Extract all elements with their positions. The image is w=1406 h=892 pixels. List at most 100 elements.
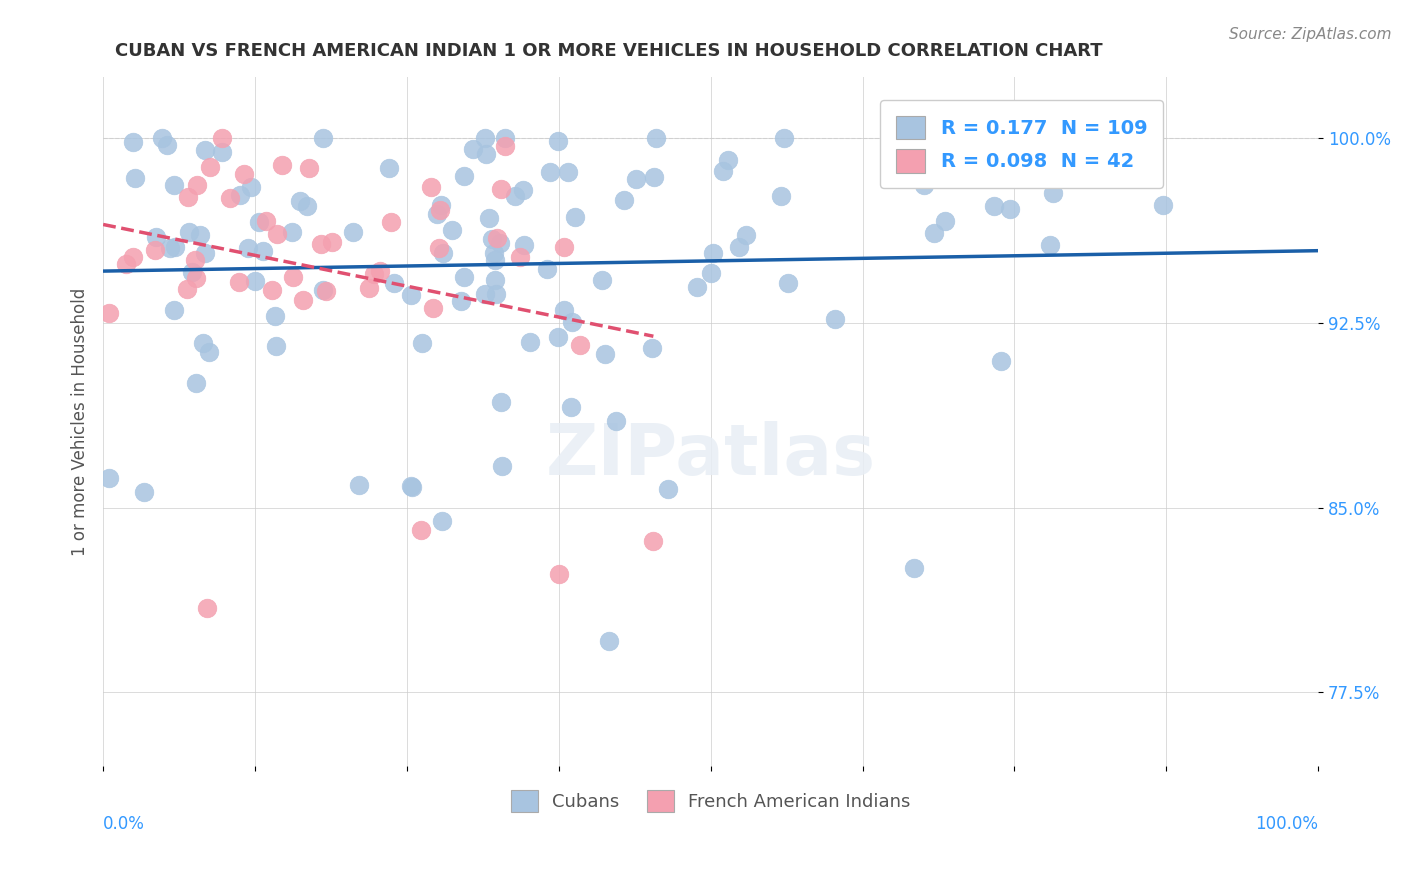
Point <box>686 280 709 294</box>
Point <box>194 246 217 260</box>
Point <box>247 215 270 229</box>
Point <box>509 250 531 264</box>
Point <box>547 134 569 148</box>
Point <box>536 261 558 276</box>
Point <box>121 135 143 149</box>
Point <box>401 480 423 494</box>
Point <box>461 142 484 156</box>
Point <box>422 301 444 315</box>
Point <box>264 339 287 353</box>
Legend: Cubans, French American Indians: Cubans, French American Indians <box>503 783 918 820</box>
Point <box>382 277 405 291</box>
Point <box>485 286 508 301</box>
Point <box>983 198 1005 212</box>
Point <box>728 240 751 254</box>
Point <box>453 169 475 183</box>
Point <box>378 161 401 176</box>
Point <box>560 401 582 415</box>
Point <box>491 182 513 196</box>
Point <box>228 275 250 289</box>
Point <box>177 190 200 204</box>
Point <box>179 225 201 239</box>
Point <box>491 458 513 473</box>
Point <box>488 235 510 250</box>
Point <box>198 160 221 174</box>
Point <box>411 336 433 351</box>
Point <box>824 311 846 326</box>
Point <box>254 214 277 228</box>
Point <box>553 240 575 254</box>
Point <box>430 198 453 212</box>
Point <box>98 471 121 485</box>
Point <box>368 264 391 278</box>
Point <box>475 147 498 161</box>
Point <box>450 293 472 308</box>
Point <box>359 281 381 295</box>
Point <box>163 178 186 193</box>
Point <box>700 266 723 280</box>
Point <box>176 282 198 296</box>
Point <box>613 193 636 207</box>
Point <box>342 225 364 239</box>
Point <box>934 214 956 228</box>
Point <box>211 145 233 159</box>
Point <box>309 236 332 251</box>
Text: ZIPatlas: ZIPatlas <box>546 421 876 491</box>
Point <box>159 241 181 255</box>
Point <box>163 303 186 318</box>
Point <box>347 477 370 491</box>
Point <box>194 144 217 158</box>
Point <box>494 138 516 153</box>
Point <box>429 202 451 217</box>
Point <box>124 170 146 185</box>
Point <box>905 159 928 173</box>
Point <box>184 270 207 285</box>
Point <box>922 226 945 240</box>
Point <box>907 147 929 161</box>
Point <box>643 169 665 184</box>
Point <box>295 199 318 213</box>
Point <box>184 253 207 268</box>
Point <box>195 600 218 615</box>
Point <box>1153 197 1175 211</box>
Point <box>598 633 620 648</box>
Point <box>312 131 335 145</box>
Point <box>990 354 1012 368</box>
Point <box>432 246 454 260</box>
Point <box>482 245 505 260</box>
Point <box>401 288 423 302</box>
Point <box>735 227 758 242</box>
Point <box>266 227 288 241</box>
Point <box>150 131 173 145</box>
Point <box>773 131 796 145</box>
Point <box>553 302 575 317</box>
Point <box>262 283 284 297</box>
Point <box>512 183 534 197</box>
Point <box>478 211 501 225</box>
Point <box>547 567 569 582</box>
Point <box>186 178 208 192</box>
Point <box>547 329 569 343</box>
Point <box>219 191 242 205</box>
Point <box>143 243 166 257</box>
Point <box>557 165 579 179</box>
Point <box>156 137 179 152</box>
Point <box>903 560 925 574</box>
Point <box>191 336 214 351</box>
Point <box>591 273 613 287</box>
Point <box>363 267 385 281</box>
Point <box>702 246 724 260</box>
Point <box>399 479 422 493</box>
Point <box>595 346 617 360</box>
Point <box>474 131 496 145</box>
Point <box>519 335 541 350</box>
Point <box>644 131 666 145</box>
Point <box>484 253 506 268</box>
Point <box>1039 238 1062 252</box>
Point <box>114 256 136 270</box>
Point <box>270 158 292 172</box>
Point <box>420 180 443 194</box>
Text: 0.0%: 0.0% <box>103 814 145 832</box>
Point <box>288 194 311 208</box>
Point <box>409 523 432 537</box>
